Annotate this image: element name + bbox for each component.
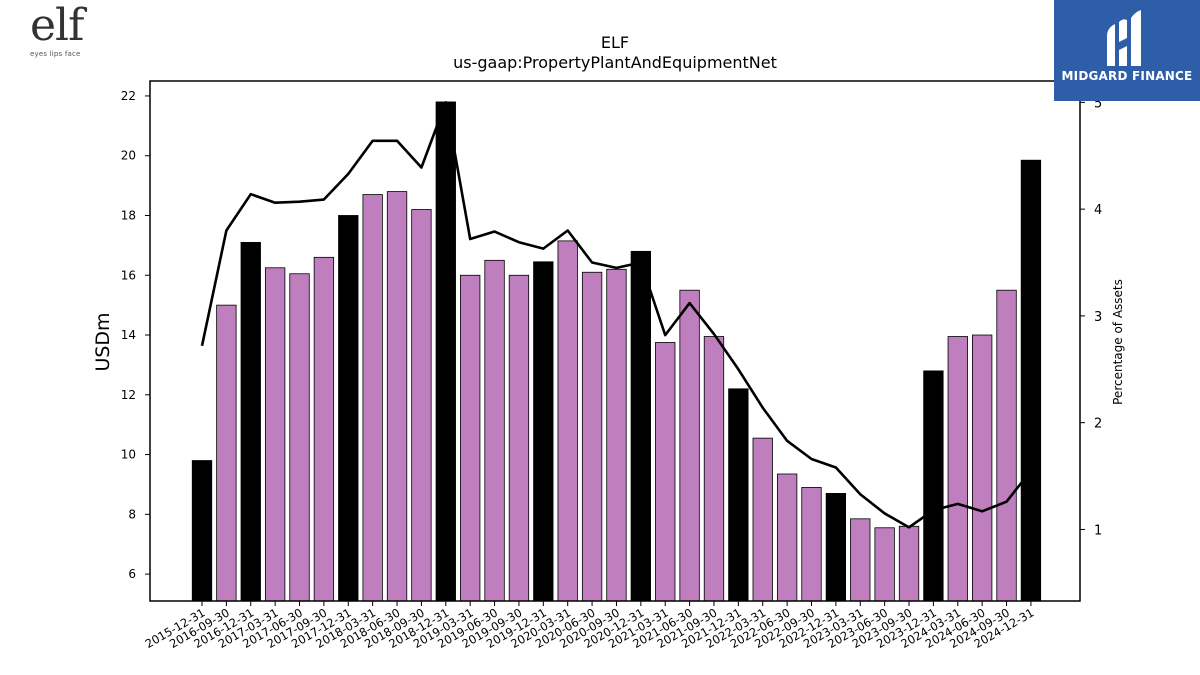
bar-2023-06-30 bbox=[874, 527, 895, 602]
bar-2023-03-31 bbox=[850, 518, 871, 602]
y2-tick-label: 4 bbox=[1094, 203, 1102, 218]
bar-2023-09-30 bbox=[898, 525, 920, 602]
bar-2024-12-31 bbox=[1020, 159, 1042, 602]
bar-2021-09-30 bbox=[703, 336, 725, 602]
y-tick-label: 6 bbox=[128, 567, 136, 581]
bar-2020-12-31 bbox=[630, 250, 651, 602]
midgard-logo-icon bbox=[1107, 10, 1141, 66]
bar-2020-03-31 bbox=[557, 240, 578, 602]
bar-2016-12-31 bbox=[240, 241, 261, 602]
y2-tick-label: 2 bbox=[1094, 417, 1102, 432]
y-axis-label: USDm bbox=[92, 312, 114, 371]
axes: 6810121416182022123452015-12-312016-09-3… bbox=[121, 89, 1103, 651]
bar-2022-06-30 bbox=[776, 473, 798, 602]
bar-2019-12-31 bbox=[533, 261, 554, 602]
bar-2022-09-30 bbox=[801, 487, 822, 602]
bar-2022-03-31 bbox=[752, 437, 773, 602]
elf-logo: elf eyes lips face bbox=[30, 4, 96, 62]
bar-2021-06-30 bbox=[679, 289, 700, 602]
chart-title: ELF bbox=[601, 33, 629, 52]
bar-2018-09-30 bbox=[411, 209, 432, 602]
bar-2024-09-30 bbox=[996, 289, 1017, 602]
y-tick-label: 12 bbox=[121, 388, 136, 402]
y2-tick-label: 5 bbox=[1094, 96, 1102, 111]
chart-subtitle: us-gaap:PropertyPlantAndEquipmentNet bbox=[453, 53, 777, 72]
bar-2018-03-31 bbox=[362, 194, 383, 602]
elf-logo-mark: elf bbox=[30, 0, 84, 51]
bar-2016-09-30 bbox=[216, 304, 237, 602]
bar-2017-06-30 bbox=[289, 273, 310, 602]
y2-tick-label: 1 bbox=[1094, 523, 1102, 538]
y-tick-label: 22 bbox=[121, 89, 136, 103]
line-series bbox=[200, 101, 1032, 529]
bar-2021-12-31 bbox=[728, 388, 749, 602]
bar-series bbox=[191, 101, 1042, 602]
bar-2017-12-31 bbox=[338, 215, 359, 602]
bar-2020-09-30 bbox=[606, 268, 627, 602]
bar-2024-03-31 bbox=[947, 336, 968, 602]
y-tick-label: 14 bbox=[121, 328, 136, 342]
bar-2020-06-30 bbox=[581, 271, 603, 602]
bar-2019-09-30 bbox=[508, 274, 530, 602]
y-tick-label: 10 bbox=[121, 448, 136, 462]
bar-2023-12-31 bbox=[923, 370, 944, 602]
brand-name: MIDGARD FINANCE bbox=[1061, 69, 1193, 83]
bar-2017-09-30 bbox=[313, 256, 335, 602]
y2-tick-label: 3 bbox=[1094, 310, 1102, 325]
y2-axis-label: Percentage of Assets bbox=[1111, 279, 1125, 405]
bar-2022-12-31 bbox=[825, 493, 847, 602]
bar-2019-06-30 bbox=[484, 259, 505, 602]
bar-2019-03-31 bbox=[460, 274, 481, 602]
bar-2015-12-31 bbox=[191, 460, 213, 602]
bar-2017-03-31 bbox=[264, 267, 286, 602]
bar-2021-03-31 bbox=[655, 342, 676, 602]
bar-2018-06-30 bbox=[386, 191, 408, 602]
plot-frame bbox=[149, 80, 1081, 602]
y-tick-label: 16 bbox=[121, 268, 136, 282]
y-tick-label: 18 bbox=[121, 208, 136, 222]
elf-logo-tagline: eyes lips face bbox=[30, 50, 81, 58]
percentage-of-assets-line bbox=[200, 101, 1032, 529]
y-tick-label: 20 bbox=[121, 149, 136, 163]
bar-2018-12-31 bbox=[435, 101, 456, 602]
y-tick-label: 8 bbox=[128, 507, 136, 521]
midgard-finance-logo: MIDGARD FINANCE bbox=[1054, 0, 1200, 101]
bar-2024-06-30 bbox=[972, 334, 993, 602]
